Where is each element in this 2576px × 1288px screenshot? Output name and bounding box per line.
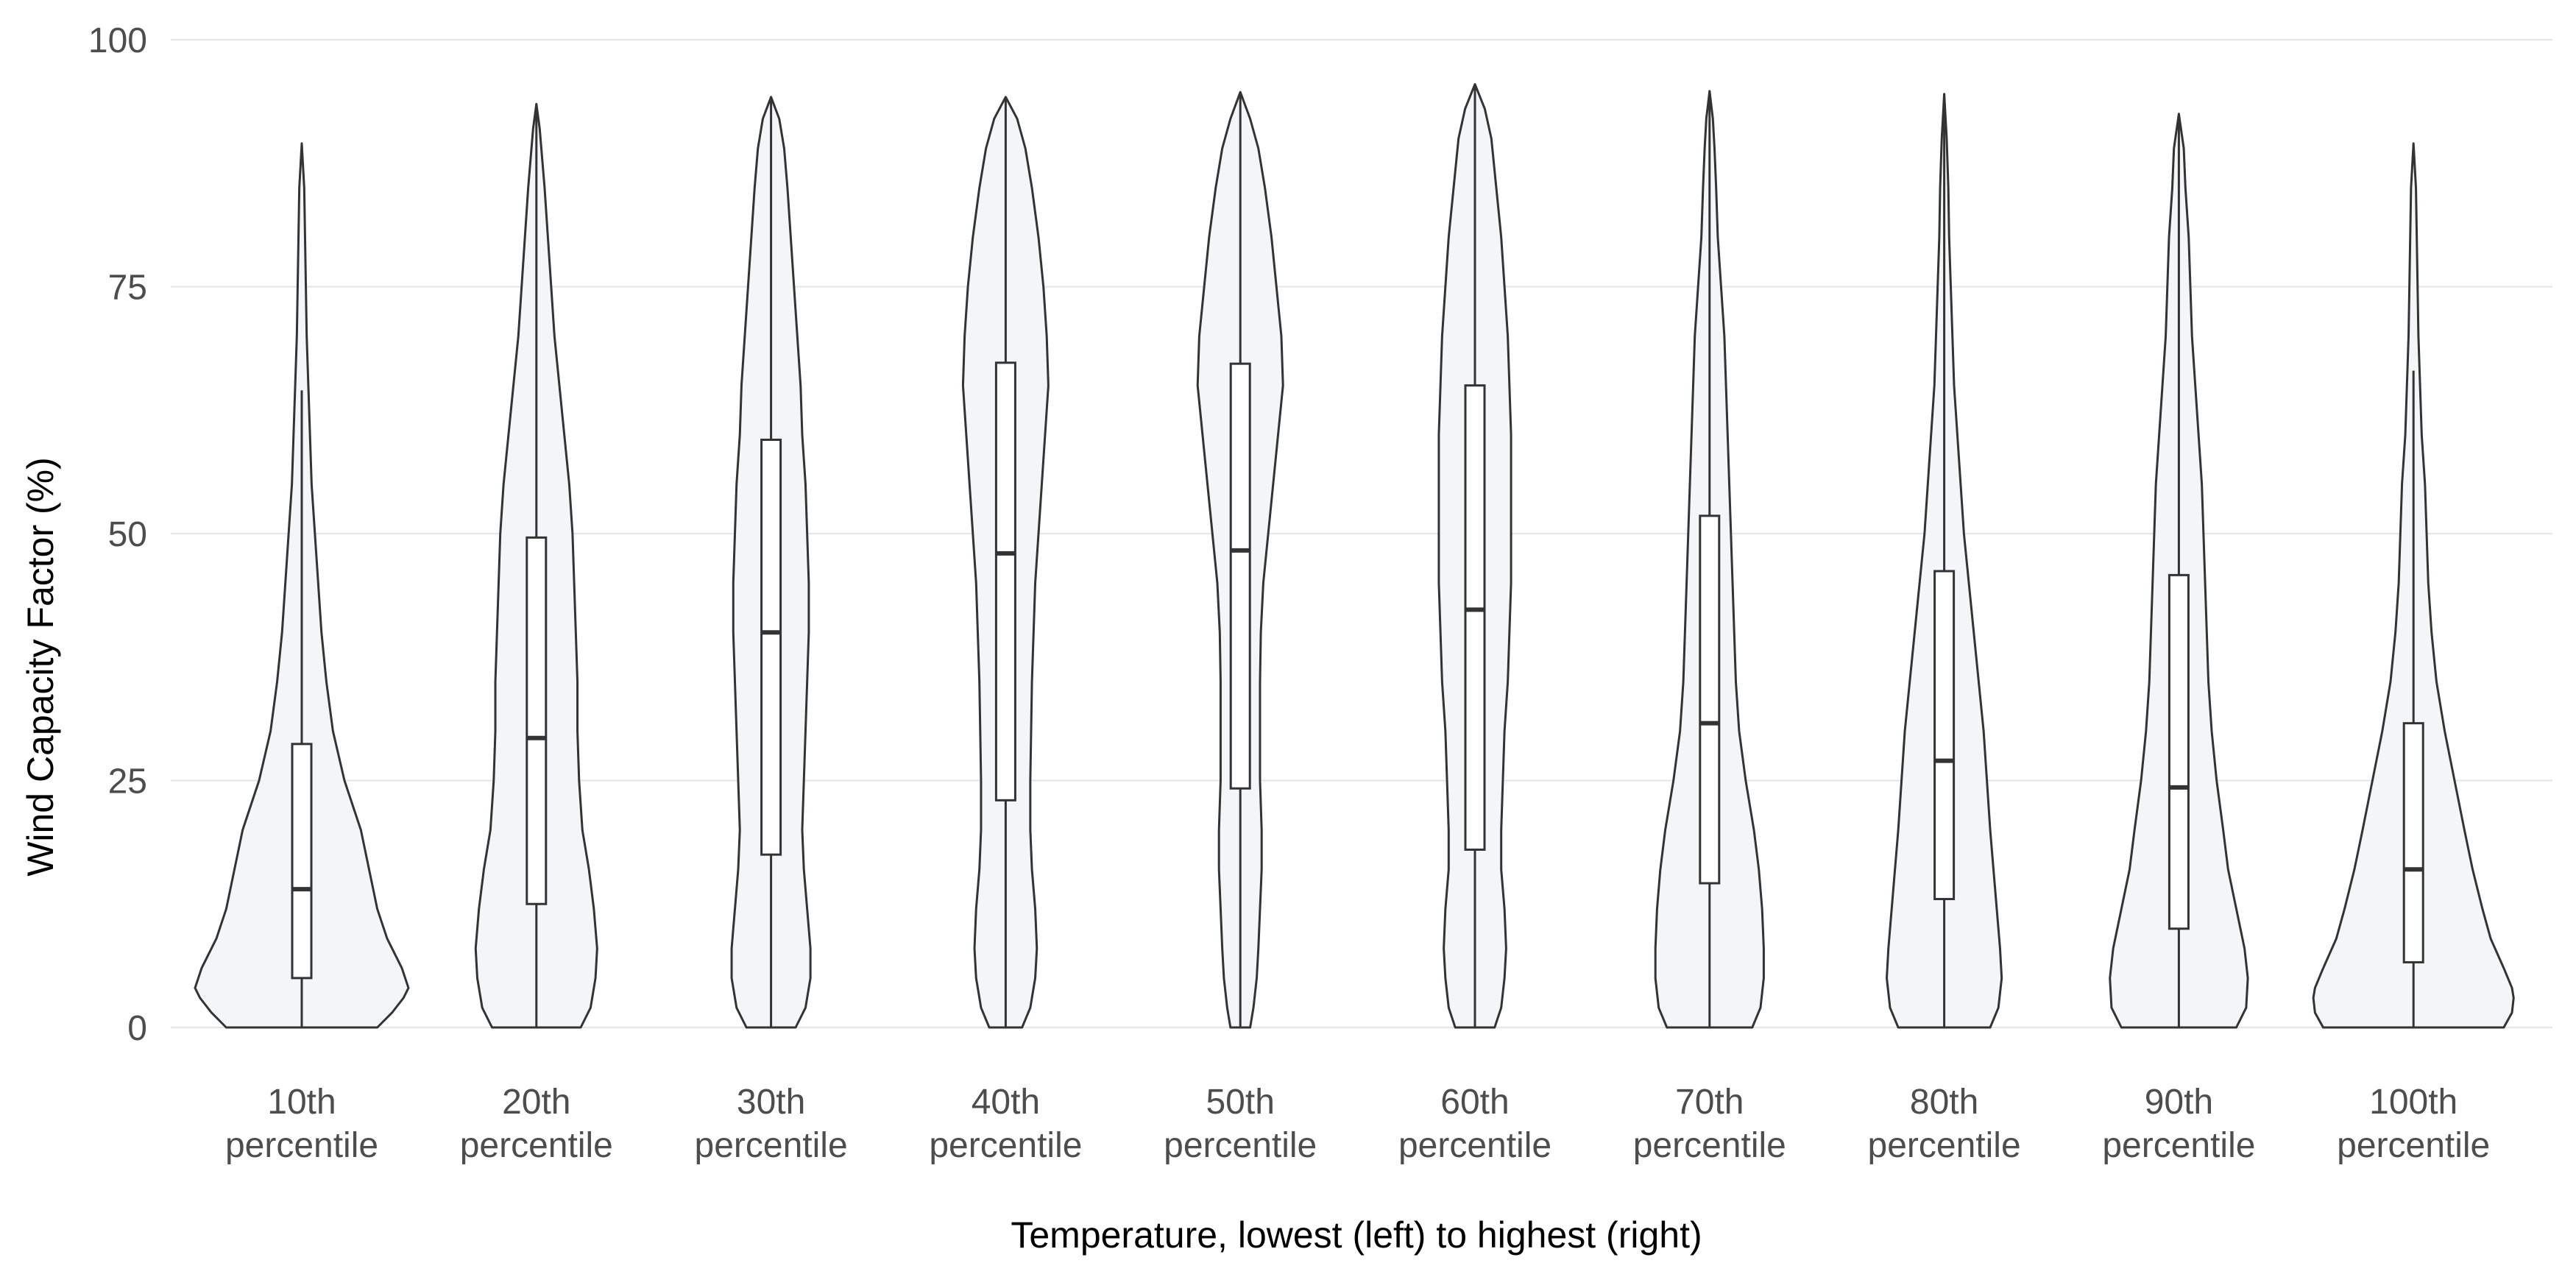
iqr-box: [760, 439, 782, 856]
x-tick-label: 90th: [2145, 1083, 2213, 1122]
y-tick-label: 100: [88, 21, 147, 60]
x-tick-label: percentile: [929, 1126, 1082, 1165]
x-tick-label: 60th: [1440, 1083, 1509, 1122]
x-tick-label: percentile: [2337, 1126, 2490, 1165]
violin-group: [474, 102, 598, 1029]
y-tick-label: 25: [108, 762, 147, 802]
violin-group: [194, 142, 410, 1029]
violin-group: [1437, 82, 1512, 1029]
y-tick-labels: 0 25 50 75 100: [88, 21, 147, 1048]
iqr-box: [994, 361, 1016, 802]
violin-group: [1654, 90, 1765, 1029]
x-tick-label: percentile: [1398, 1126, 1551, 1165]
x-axis-title: Temperature, lowest (left) to highest (r…: [1011, 1214, 1702, 1256]
iqr-box: [526, 536, 548, 905]
iqr-box: [2168, 573, 2190, 930]
x-tick-label: 50th: [1206, 1083, 1274, 1122]
iqr-box: [1464, 384, 1486, 851]
x-tick-label: percentile: [225, 1126, 378, 1165]
iqr-box: [291, 743, 313, 980]
y-tick-label: 75: [108, 269, 147, 308]
x-tick-label: 20th: [502, 1083, 570, 1122]
violin-group: [1886, 93, 2003, 1029]
iqr-box: [1229, 362, 1251, 790]
iqr-box: [1933, 570, 1956, 901]
iqr-box: [2402, 722, 2424, 963]
x-tick-label: 10th: [267, 1083, 336, 1122]
x-tick-label: 80th: [1910, 1083, 1978, 1122]
x-tick-label: 70th: [1675, 1083, 1744, 1122]
x-tick-label: percentile: [1633, 1126, 1786, 1165]
x-tick-label: 100th: [2369, 1083, 2458, 1122]
x-tick-label: percentile: [1868, 1126, 2021, 1165]
violin-group: [730, 96, 812, 1029]
iqr-box: [1699, 514, 1721, 885]
violins: [194, 82, 2515, 1029]
x-tick-labels: 10th percentile 20th percentile 30th percenti…: [225, 1083, 2490, 1165]
x-tick-label: percentile: [695, 1126, 848, 1165]
x-tick-label: percentile: [460, 1126, 613, 1165]
x-tick-label: percentile: [2102, 1126, 2255, 1165]
y-axis-title: Wind Capacity Factor (%): [20, 457, 61, 877]
violin-group: [2109, 113, 2249, 1029]
violin-group: [1196, 91, 1284, 1029]
x-tick-label: 40th: [972, 1083, 1040, 1122]
x-tick-label: 30th: [737, 1083, 805, 1122]
y-tick-label: 0: [127, 1009, 147, 1048]
x-tick-label: percentile: [1164, 1126, 1317, 1165]
y-tick-label: 50: [108, 515, 147, 554]
violin-group: [2312, 142, 2515, 1029]
violin-group: [961, 96, 1050, 1029]
